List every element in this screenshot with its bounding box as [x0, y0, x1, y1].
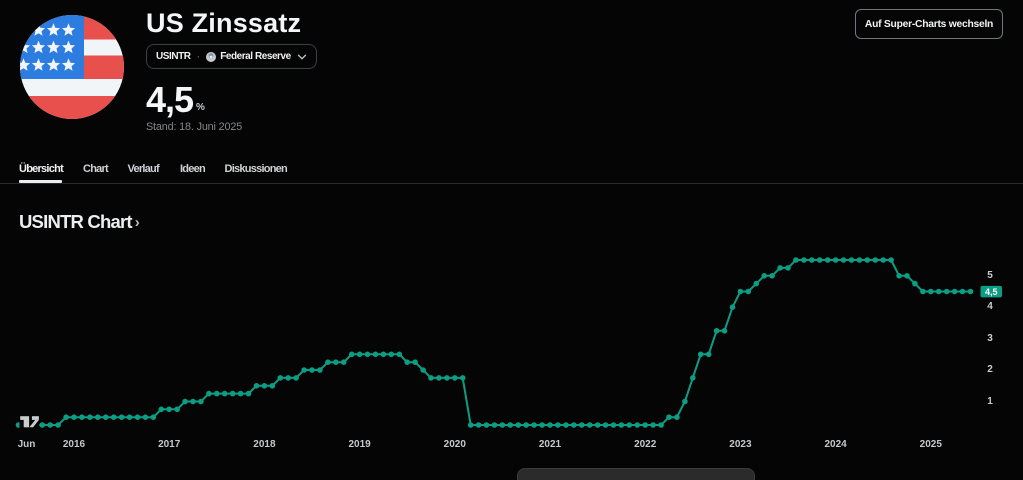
svg-text:4,5: 4,5 [985, 287, 998, 297]
